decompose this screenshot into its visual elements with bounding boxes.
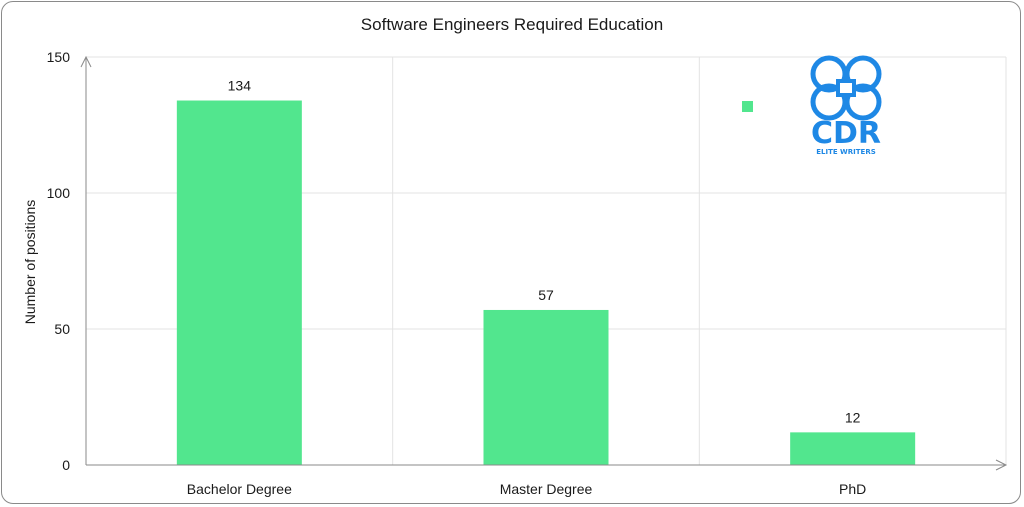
tick-labels: 0 50 100 150 Bachelor Degree Master Degree PhD [47, 49, 867, 497]
y-tick-label-2: 100 [47, 185, 71, 201]
bar-2 [790, 432, 916, 465]
y-tick-label-1: 50 [54, 321, 70, 337]
logo-center [836, 79, 856, 97]
y-axis-label: Number of positions [22, 200, 38, 325]
x-tick-label-0: Bachelor Degree [187, 481, 292, 497]
x-axis-arrow [995, 459, 1008, 471]
logo-text: CDR [811, 116, 881, 151]
y-tick-label-3: 150 [47, 49, 71, 65]
x-tick-label-1: Master Degree [500, 481, 593, 497]
bar-1 [483, 309, 609, 465]
bar-0 [176, 100, 302, 466]
legend [742, 101, 753, 112]
data-label-1: 57 [538, 287, 554, 303]
logo-subtext: ELITE WRITERS [816, 148, 876, 156]
x-tick-label-2: PhD [839, 481, 866, 497]
logo-loop-1 [844, 55, 882, 93]
axes [80, 55, 1008, 471]
chart-title: Software Engineers Required Education [361, 15, 663, 34]
data-label-2: 12 [845, 409, 861, 425]
y-tick-label-0: 0 [62, 457, 70, 473]
bars: 134 57 12 [176, 78, 916, 466]
logo-loop-3 [844, 83, 882, 121]
y-axis-arrow [80, 55, 92, 68]
data-label-0: 134 [228, 78, 252, 94]
legend-swatch [742, 101, 753, 112]
